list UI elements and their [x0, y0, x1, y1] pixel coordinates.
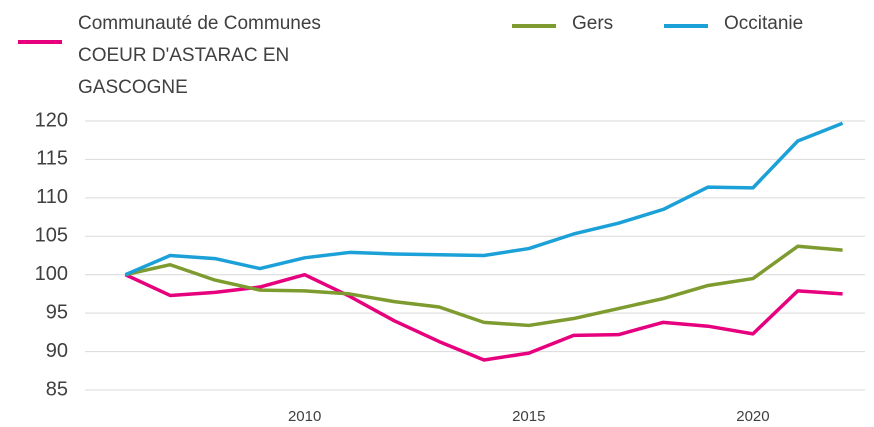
legend-swatch — [18, 40, 62, 44]
y-tick-label: 90 — [46, 340, 68, 362]
legend-swatch — [512, 24, 556, 28]
legend-swatch — [664, 24, 708, 28]
y-tick-label: 115 — [36, 148, 68, 170]
legend-label: Occitanie — [724, 13, 804, 34]
line-series — [124, 272, 843, 362]
legend-item: Communauté de Communes COEUR D'ASTARAC E… — [18, 8, 378, 104]
legend-label: Communauté de Communes COEUR D'ASTARAC E… — [78, 13, 321, 98]
line-series — [124, 121, 844, 277]
y-tick-label: 95 — [46, 301, 68, 323]
y-tick-label: 105 — [35, 225, 68, 247]
legend-item: Gers — [512, 8, 632, 40]
y-tick-label: 120 — [35, 109, 68, 131]
x-tick-label: 2020 — [736, 408, 769, 425]
legend: Communauté de Communes COEUR D'ASTARAC E… — [0, 0, 874, 98]
x-tick-label: 2015 — [512, 408, 545, 425]
legend-label: Gers — [572, 13, 614, 34]
legend-item: Occitanie — [664, 8, 844, 40]
y-tick-label: 85 — [46, 378, 68, 400]
y-tick-label: 100 — [35, 263, 68, 285]
x-tick-label: 2010 — [288, 408, 321, 425]
y-tick-label: 110 — [36, 186, 68, 208]
line-series — [124, 244, 843, 328]
